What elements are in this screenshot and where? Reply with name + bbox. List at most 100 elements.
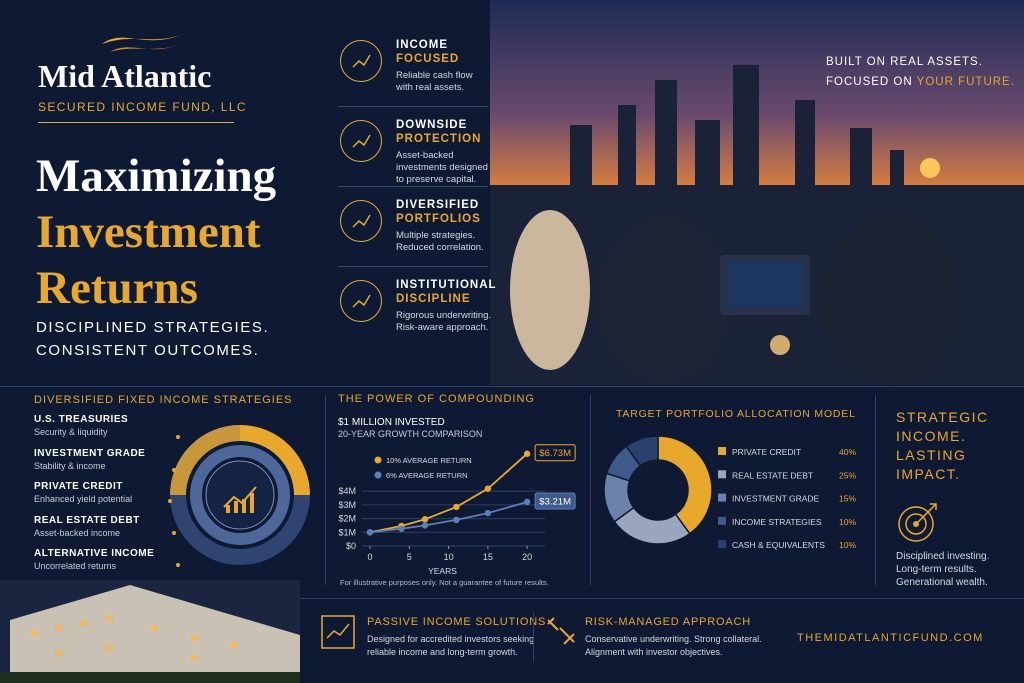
strategy-desc: Stability & income bbox=[34, 460, 106, 471]
x-tick-label: 15 bbox=[483, 552, 493, 562]
strategy-name: U.S. TREASURIES bbox=[34, 414, 129, 425]
website[interactable]: THEMIDATLANTICFUND.COM bbox=[797, 632, 984, 644]
chart-title: THE POWER OF COMPOUNDING bbox=[338, 393, 535, 405]
donut-slice bbox=[625, 435, 659, 467]
risk-block: RISK-MANAGED APPROACH Conservative under… bbox=[585, 616, 762, 659]
compounding-chart: THE POWER OF COMPOUNDING $1 MILLION INVES… bbox=[338, 393, 576, 587]
income-icon bbox=[321, 615, 355, 649]
glyph bbox=[352, 294, 371, 308]
value-label: 15% bbox=[839, 494, 856, 504]
impact-title-line: LASTING bbox=[896, 447, 967, 463]
x-tick-label: 10 bbox=[444, 552, 454, 562]
hero-line-part: FOCUSED ON bbox=[826, 76, 913, 88]
feature-title: PROTECTION bbox=[396, 133, 482, 145]
data-point bbox=[484, 509, 492, 517]
feature: DOWNSIDE PROTECTION Asset-backed investment… bbox=[338, 118, 490, 198]
strategy: INVESTMENT GRADE Stability & income bbox=[34, 448, 154, 482]
feature-desc-line: Asset-backed bbox=[396, 150, 454, 161]
legend-swatch bbox=[718, 470, 726, 479]
feature-icon bbox=[340, 280, 382, 322]
feature: INCOME FOCUSED Reliable cash flow with real… bbox=[338, 38, 490, 118]
value-label-box bbox=[534, 492, 576, 510]
feature: INSTITUTIONAL DISCIPLINE Rigorous underwri… bbox=[338, 278, 496, 358]
column-divider bbox=[590, 395, 591, 585]
strategy-name: INVESTMENT GRADE bbox=[34, 447, 146, 459]
y-tick-label: $2M bbox=[338, 514, 356, 524]
legend-label: INVESTMENT GRADE bbox=[732, 494, 820, 504]
series-line bbox=[369, 453, 528, 534]
value-label: $6.73M bbox=[539, 448, 571, 459]
feature-text: INCOME FOCUSED Reliable cash flow with real… bbox=[396, 38, 473, 94]
impact-title-line: IMPACT. bbox=[896, 466, 961, 482]
glyph bbox=[352, 214, 371, 228]
legend-swatch bbox=[718, 447, 726, 455]
feature-rule bbox=[338, 186, 488, 187]
x-tick-label: 20 bbox=[522, 552, 532, 562]
feature-desc-line: Risk-aware approach. bbox=[396, 322, 489, 333]
hero-text: BUILT ON REAL ASSETS. FOCUSED ON YOUR FU… bbox=[826, 52, 1015, 92]
data-point bbox=[421, 522, 429, 529]
footer-title: RISK-MANAGED APPROACH bbox=[585, 616, 751, 628]
data-point bbox=[523, 450, 531, 457]
strategy-desc: Enhanced yield potential bbox=[34, 494, 133, 504]
impact-title-line: STRATEGIC bbox=[896, 409, 989, 425]
data-point bbox=[366, 529, 374, 536]
feature-desc-line: with real assets. bbox=[396, 82, 465, 93]
y-tick-label: $0 bbox=[346, 541, 356, 551]
feature-title: FOCUSED bbox=[396, 53, 460, 65]
legend-swatch bbox=[374, 456, 382, 464]
feature-desc: Multiple strategies. Reduced correlation. bbox=[396, 230, 484, 254]
impact-line: Disciplined investing. bbox=[896, 551, 990, 562]
feature-title: INCOME bbox=[396, 39, 448, 51]
footer-desc-line: Conservative underwriting. Strong collat… bbox=[585, 634, 762, 644]
value-label: 10% bbox=[839, 517, 856, 527]
section-divider bbox=[0, 386, 1024, 387]
legend-label: 6% AVERAGE RETURN bbox=[386, 471, 468, 480]
x-axis-label: YEARS bbox=[428, 566, 457, 576]
brand-rule bbox=[38, 122, 234, 123]
hero-line: BUILT ON REAL ASSETS. bbox=[826, 56, 983, 68]
footer-desc-line: Designed for accredited investors seekin… bbox=[367, 634, 535, 644]
glyph bbox=[352, 54, 371, 68]
headline: Maximizing Investment Returns bbox=[36, 148, 276, 316]
strategy: REAL ESTATE DEBT Asset-backed income bbox=[34, 515, 154, 549]
feature-title: DIVERSIFIED bbox=[396, 199, 480, 211]
strategy-desc: Asset-backed income bbox=[34, 527, 121, 538]
hero-image bbox=[490, 0, 1024, 385]
hero-highlight: YOUR FUTURE. bbox=[916, 76, 1015, 88]
feature-desc-line: Reliable cash flow bbox=[396, 70, 473, 81]
impact-line: Long-term results. bbox=[896, 564, 977, 575]
strategy: U.S. TREASURIES Security & liquidity bbox=[34, 414, 154, 448]
x-tick-label: 5 bbox=[407, 552, 412, 562]
feature-desc: Rigorous underwriting. Risk-aware approac… bbox=[396, 310, 497, 334]
footer-desc: Designed for accredited investors seekin… bbox=[367, 633, 546, 659]
sun bbox=[920, 158, 940, 178]
chart-subtitle: $1 MILLION INVESTED bbox=[338, 417, 445, 428]
feature-title: INSTITUTIONAL bbox=[396, 279, 497, 291]
feature-desc-line: Multiple strategies. bbox=[396, 230, 476, 241]
glyph bbox=[352, 134, 371, 148]
feature-desc: Reliable cash flow with real assets. bbox=[396, 70, 473, 94]
headline-line: Returns bbox=[36, 262, 198, 314]
donut-slice bbox=[657, 435, 713, 535]
column-divider bbox=[325, 395, 326, 585]
feature-desc: Asset-backed investments designed to prese… bbox=[396, 150, 488, 186]
footer-title: PASSIVE INCOME SOLUTIONS bbox=[367, 616, 547, 628]
data-point bbox=[453, 516, 460, 524]
tagline-line: CONSISTENT OUTCOMES. bbox=[36, 342, 260, 359]
footer-divider bbox=[0, 598, 1024, 599]
features: INCOME FOCUSED Reliable cash flow with real… bbox=[338, 38, 496, 358]
strategy-name: PRIVATE CREDIT bbox=[34, 481, 123, 492]
footer-desc-line: Alignment with investor objectives. bbox=[585, 647, 723, 657]
people bbox=[510, 210, 960, 385]
data-point bbox=[398, 525, 405, 532]
strategy-list: U.S. TREASURIES Security & liquidity INVES… bbox=[34, 414, 154, 582]
legend-swatch bbox=[718, 540, 726, 549]
feature-text: DIVERSIFIED PORTFOLIOS Multiple strategies… bbox=[396, 198, 484, 254]
chart-title: TARGET PORTFOLIO ALLOCATION MODEL bbox=[616, 408, 856, 420]
allocation-chart: TARGET PORTFOLIO ALLOCATION MODEL PRIVATE… bbox=[603, 408, 856, 550]
headline-line: Investment bbox=[36, 206, 261, 258]
strategy-name: REAL ESTATE DEBT bbox=[34, 514, 140, 526]
